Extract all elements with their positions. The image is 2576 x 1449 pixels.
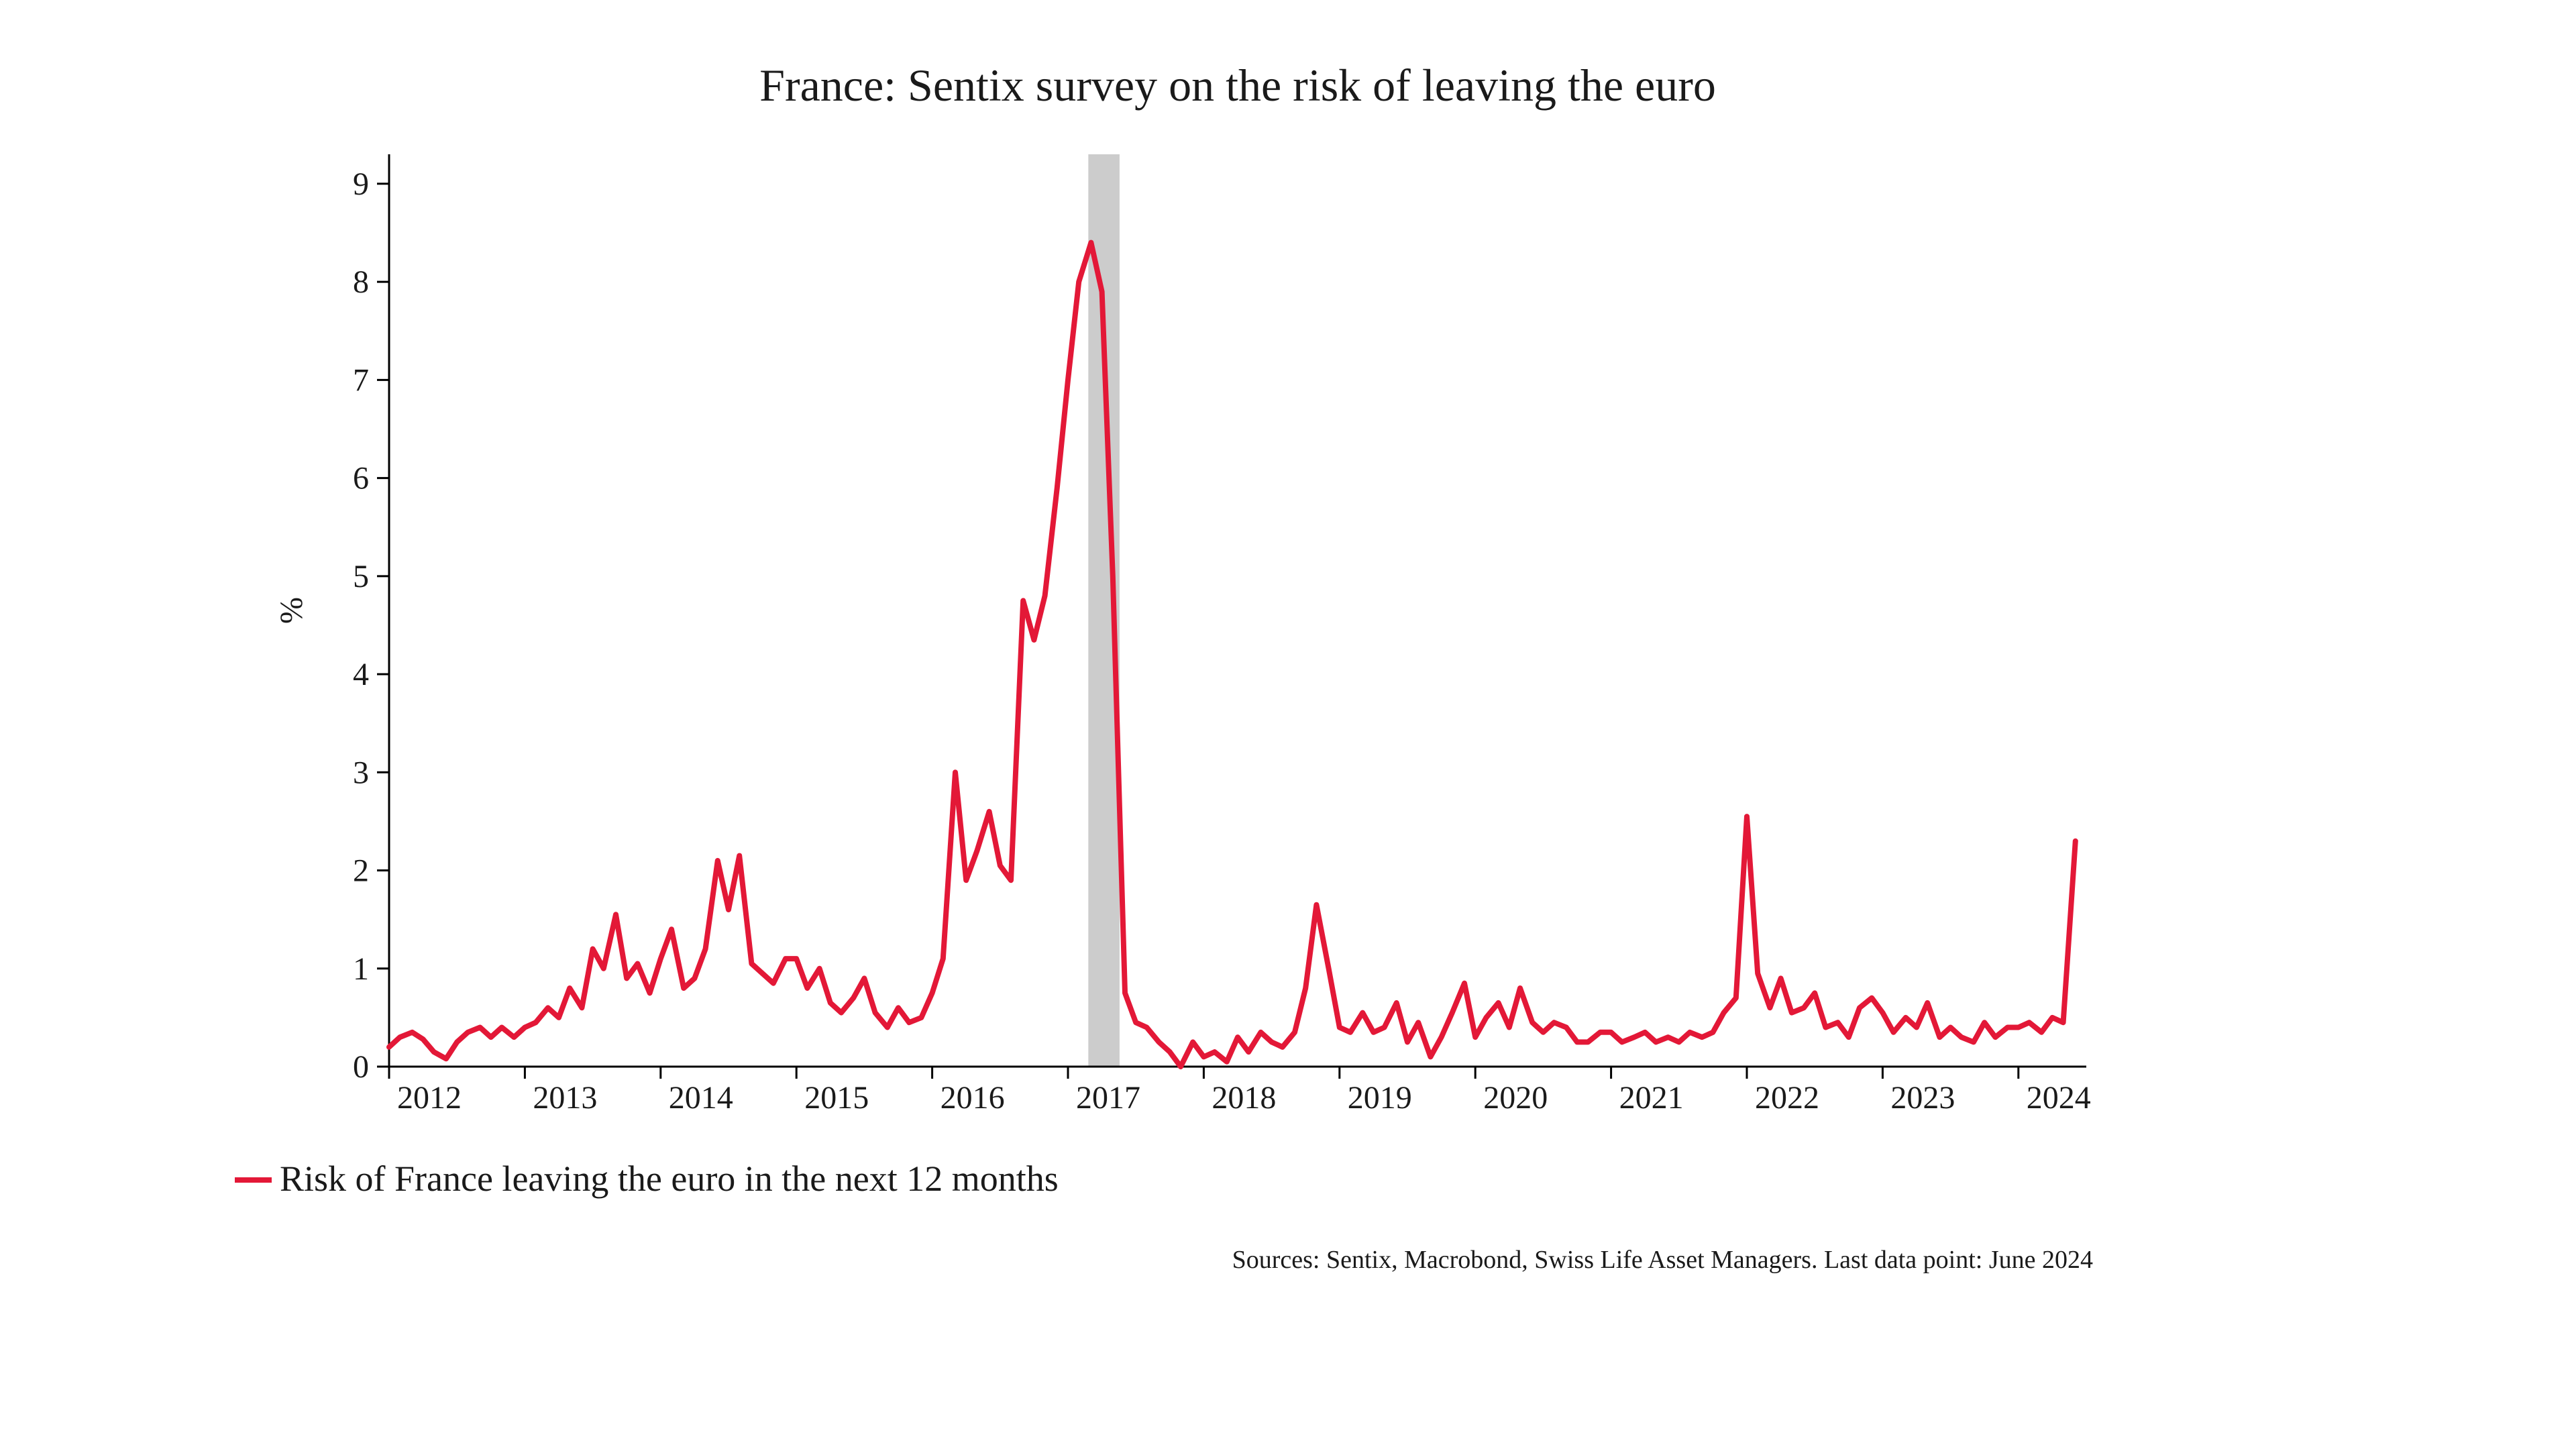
y-axis-label: % — [274, 597, 309, 624]
y-tick-label: 8 — [353, 264, 369, 300]
y-tick-label: 7 — [353, 362, 369, 398]
chart-title: France: Sentix survey on the risk of lea… — [759, 60, 1716, 111]
y-tick-label: 0 — [353, 1049, 369, 1085]
y-tick-label: 2 — [353, 853, 369, 889]
x-tick-label: 2014 — [669, 1080, 733, 1116]
chart-svg: 0 1 2 3 4 5 6 7 8 9 2012 2013 2014 2015 2016 2017 2018 20… — [235, 40, 2314, 1328]
x-tick-label: 2019 — [1348, 1080, 1412, 1116]
y-tick-label: 3 — [353, 755, 369, 790]
x-tick-label: 2012 — [397, 1080, 462, 1116]
x-tick-label: 2021 — [1619, 1080, 1684, 1116]
x-tick-label: 2013 — [533, 1080, 597, 1116]
x-tick-label: 2015 — [804, 1080, 869, 1116]
y-tick-label: 5 — [353, 559, 369, 594]
y-tick-label: 9 — [353, 166, 369, 202]
x-tick-label: 2024 — [2027, 1080, 2091, 1116]
y-tick-label: 4 — [353, 657, 369, 692]
chart-container: 0 1 2 3 4 5 6 7 8 9 2012 2013 2014 2015 2016 2017 2018 20… — [235, 40, 2314, 1328]
y-tick-label: 6 — [353, 461, 369, 496]
y-tick-label: 1 — [353, 951, 369, 987]
x-tick-label: 2023 — [1890, 1080, 1955, 1116]
x-tick-label: 2022 — [1755, 1080, 1819, 1116]
legend-label: Risk of France leaving the euro in the n… — [280, 1159, 1059, 1199]
source-text: Sources: Sentix, Macrobond, Swiss Life A… — [1232, 1246, 2093, 1274]
x-tick-label: 2017 — [1076, 1080, 1140, 1116]
x-tick-label: 2018 — [1212, 1080, 1276, 1116]
x-tick-label: 2020 — [1483, 1080, 1548, 1116]
x-tick-label: 2016 — [941, 1080, 1005, 1116]
data-line — [389, 243, 2076, 1067]
